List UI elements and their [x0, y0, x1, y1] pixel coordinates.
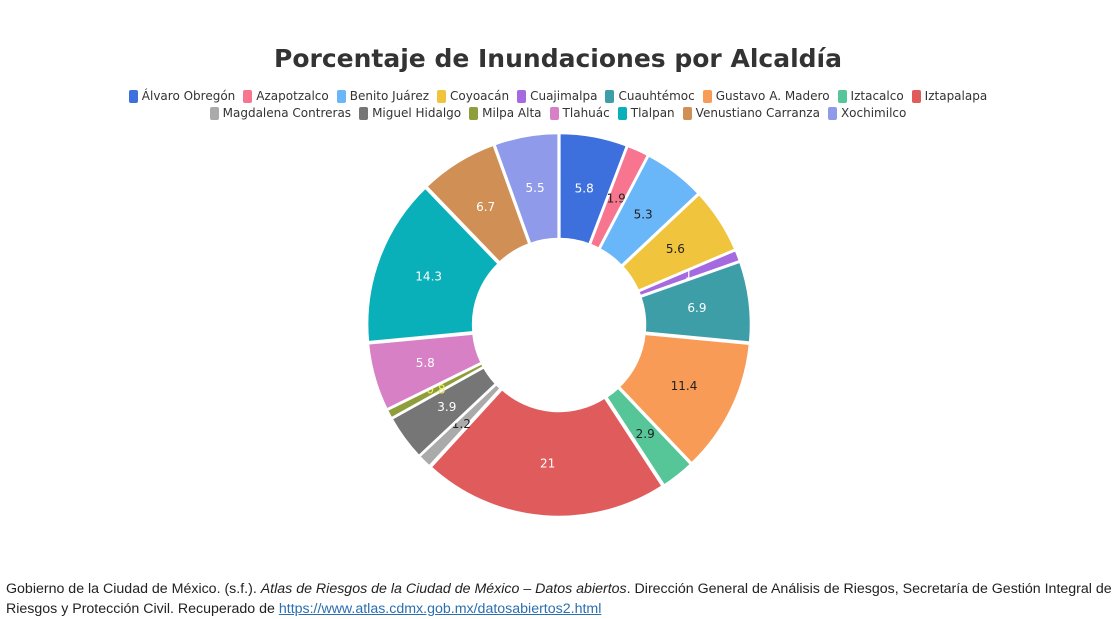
citation-publisher: . Dirección General de Análisis de Riesg… [6, 581, 1112, 617]
legend-swatch [617, 106, 627, 120]
slice-value-label: 6.7 [476, 200, 495, 214]
legend-label: Coyoacán [450, 89, 510, 103]
legend-swatch [605, 89, 615, 103]
legend-item[interactable]: Tlalpan [617, 106, 675, 120]
legend-item[interactable]: Magdalena Contreras [209, 106, 352, 120]
legend-item[interactable]: Tlahuác [549, 106, 610, 120]
legend-swatch [359, 106, 369, 120]
legend-label: Azapotzalco [256, 89, 329, 103]
legend-row: Magdalena Contreras Miguel Hidalgo Milpa A… [0, 106, 1116, 120]
legend-swatch [209, 106, 219, 120]
legend-swatch [682, 106, 692, 120]
legend-row: Álvaro Obregón Azapotzalco Benito Juárez Co… [0, 89, 1116, 103]
legend-label: Benito Juárez [349, 89, 430, 103]
legend-item[interactable]: Benito Juárez [336, 89, 430, 103]
legend-label: Venustiano Carranza [695, 106, 820, 120]
legend-swatch [469, 106, 479, 120]
legend-item[interactable]: Iztapalapa [911, 89, 988, 103]
legend-item[interactable]: Cuajimalpa [517, 89, 597, 103]
legend-item[interactable]: Coyoacán [437, 89, 509, 103]
legend-label: Magdalena Contreras [222, 106, 352, 120]
legend-label: Gustavo A. Madero [715, 89, 830, 103]
donut-slice[interactable] [493, 131, 560, 246]
legend-swatch [549, 106, 559, 120]
slice-value-label: 1 [685, 268, 693, 282]
legend-label: Milpa Alta [482, 106, 542, 120]
donut-slice[interactable] [365, 186, 501, 344]
slice-value-label: 6.9 [687, 301, 706, 315]
slice-value-label: 5.6 [666, 242, 685, 256]
legend-swatch [517, 89, 527, 103]
legend-label: Xochimilco [840, 106, 907, 120]
chart-title: Porcentaje de Inundaciones por Alcaldía [274, 44, 842, 73]
slice-value-label: 5.3 [634, 207, 653, 221]
legend-swatch [128, 89, 138, 103]
legend-swatch [437, 89, 447, 103]
legend-item[interactable]: Álvaro Obregón [128, 89, 236, 103]
legend-swatch [837, 89, 847, 103]
citation-link[interactable]: https://www.atlas.cdmx.gob.mx/datosabier… [278, 601, 602, 617]
source-citation: Gobierno de la Ciudad de México. (s.f.).… [6, 579, 1112, 619]
legend-swatch [827, 106, 837, 120]
slice-value-label: 5.5 [526, 181, 545, 195]
legend-item[interactable]: Milpa Alta [469, 106, 542, 120]
legend-label: Iztacalco [850, 89, 904, 103]
slice-value-label: 1.9 [607, 191, 626, 205]
legend-swatch [702, 89, 712, 103]
citation-work-title: Atlas de Riesgos de la Ciudad de México … [260, 581, 627, 597]
legend-label: Tlahuác [562, 106, 610, 120]
legend-swatch [243, 89, 253, 103]
citation-author: Gobierno de la Ciudad de México. (s.f.). [6, 581, 261, 597]
legend-swatch [911, 89, 921, 103]
legend-item[interactable]: Xochimilco [827, 106, 907, 120]
slice-value-label: 11.4 [671, 379, 698, 393]
slice-value-label: 5.8 [416, 356, 435, 370]
legend-label: Tlalpan [630, 106, 675, 120]
slice-value-label: 21 [540, 457, 555, 471]
legend-item[interactable]: Miguel Hidalgo [359, 106, 461, 120]
legend-item[interactable]: Cuauhtémoc [605, 89, 695, 103]
donut-slice[interactable] [429, 387, 664, 519]
slice-value-label: 5.8 [575, 181, 594, 195]
legend-label: Cuajimalpa [530, 89, 598, 103]
legend-item[interactable]: Azapotzalco [243, 89, 329, 103]
legend-item[interactable]: Venustiano Carranza [682, 106, 820, 120]
slice-value-label: 2.9 [636, 427, 655, 441]
legend-swatch [336, 89, 346, 103]
legend-label: Álvaro Obregón [141, 89, 236, 103]
slice-value-label: 3.9 [437, 400, 456, 414]
legend-item[interactable]: Gustavo A. Madero [702, 89, 830, 103]
legend-label: Iztapalapa [924, 89, 988, 103]
legend-item[interactable]: Iztacalco [837, 89, 904, 103]
donut-slice[interactable] [604, 386, 693, 487]
legend-label: Miguel Hidalgo [372, 106, 462, 120]
legend-label: Cuauhtémoc [618, 89, 695, 103]
slice-value-label: 14.3 [415, 270, 442, 284]
